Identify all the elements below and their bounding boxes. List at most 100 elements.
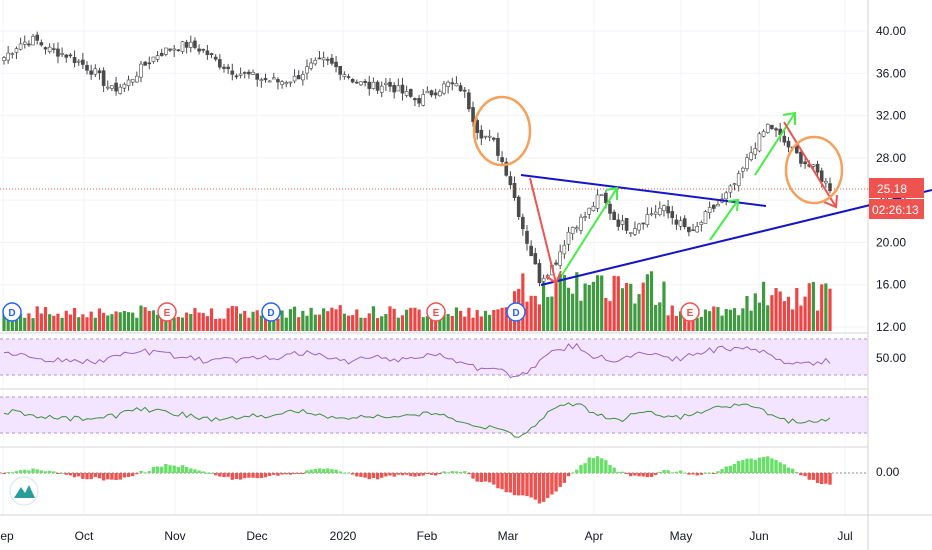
volume-bar	[230, 305, 234, 331]
macd-bar	[305, 470, 309, 473]
candle-body	[135, 75, 139, 83]
candle-body	[168, 48, 172, 51]
candle-body	[811, 164, 816, 167]
volume-bar	[189, 313, 193, 331]
macd-bar	[267, 473, 272, 476]
macd-bar	[226, 473, 230, 477]
volume-bar	[608, 301, 612, 331]
arrow-up-april[interactable]	[561, 186, 618, 276]
macd-bar	[433, 473, 438, 476]
candle-body	[454, 83, 459, 87]
event-badge-label: D	[512, 308, 519, 319]
macd-bar	[201, 471, 205, 473]
candle-body	[76, 60, 81, 63]
candle-body	[799, 151, 803, 164]
macd-bar	[23, 469, 27, 473]
volume-bar	[413, 307, 417, 331]
candle-body	[247, 71, 251, 75]
volume-bar	[367, 313, 371, 331]
price-tick: 20.00	[876, 235, 906, 249]
candle-body	[313, 59, 318, 65]
volume-bar	[467, 307, 471, 331]
candle-body	[575, 227, 579, 230]
macd-bar	[608, 464, 612, 473]
candle-body	[85, 65, 89, 71]
candle-body	[396, 85, 401, 92]
candle-body	[375, 81, 380, 91]
candle-body	[159, 52, 164, 56]
macd-bar	[139, 470, 143, 473]
macd-bar	[309, 469, 313, 473]
volume-bar	[247, 317, 251, 331]
macd-bar	[276, 473, 280, 476]
volume-bar	[14, 310, 19, 331]
volume-bar	[201, 313, 205, 331]
volume-bar	[479, 316, 483, 331]
arrow-down-march[interactable]	[529, 177, 562, 285]
volume-bar	[703, 309, 708, 331]
candle-body	[728, 185, 733, 193]
candle-body	[433, 92, 438, 96]
highlight-circle-jun[interactable]	[784, 135, 844, 205]
volume-bar	[222, 318, 226, 331]
volume-bar	[234, 306, 239, 331]
macd-bar	[81, 473, 85, 479]
volume-bar	[546, 297, 550, 331]
volume-bar	[388, 306, 392, 331]
candle-body	[529, 245, 533, 257]
macd-bar	[649, 473, 654, 477]
candle-body	[645, 214, 650, 225]
candle-body	[242, 72, 247, 74]
macd-bar	[180, 465, 185, 473]
trendline-lower[interactable]	[540, 189, 932, 286]
macd-bar	[629, 473, 633, 477]
volume-bar	[699, 316, 703, 331]
macd-bar	[707, 472, 712, 474]
volume-bar	[716, 307, 720, 331]
oscillator-line	[3, 402, 831, 438]
volume-bar	[554, 280, 558, 331]
macd-bar	[699, 473, 704, 475]
macd-bar	[687, 473, 691, 475]
volume-bar	[811, 281, 815, 331]
time-scale[interactable]: Sep Oct Nov Dec 2020 Feb Mar Apr May Jun Jul	[0, 529, 853, 543]
volume-bar	[824, 283, 828, 331]
candle-body	[292, 75, 297, 82]
event-badge-label: D	[8, 308, 15, 319]
highlight-circle-feb[interactable]	[472, 95, 532, 167]
macd-bar	[724, 466, 728, 473]
volume-bar	[492, 310, 496, 331]
macd-bar	[624, 473, 629, 474]
trendline-upper[interactable]	[520, 174, 767, 207]
event-badge	[2, 302, 22, 322]
volume-bar	[409, 307, 413, 331]
macd-bar	[367, 473, 371, 480]
candle-body	[570, 226, 575, 234]
macd-bar	[421, 473, 425, 476]
volume-bar	[791, 309, 795, 331]
volume-bar	[338, 305, 342, 331]
candle-body	[633, 228, 637, 235]
volume-bar	[600, 275, 604, 331]
candle-body	[400, 84, 405, 94]
candle-body	[583, 216, 587, 218]
tradingview-logo[interactable]	[9, 476, 39, 506]
arrow-up-june[interactable]	[754, 111, 796, 176]
candle-body	[72, 57, 77, 63]
macd-bar	[326, 468, 330, 473]
arrow-up-may[interactable]	[709, 198, 740, 241]
macd-bar	[342, 472, 347, 474]
volume-bar	[396, 317, 400, 331]
volume-bar	[172, 317, 176, 331]
volume-bar	[147, 311, 151, 331]
macd-bar	[330, 469, 334, 473]
macd-bar	[533, 473, 537, 500]
volume-bar	[795, 287, 799, 331]
candle-body	[267, 80, 272, 83]
volume-bar	[114, 311, 118, 331]
arrow-down-june[interactable]	[783, 121, 838, 209]
macd-bar	[612, 467, 616, 473]
macd-bar	[47, 470, 52, 473]
macd-bar	[392, 473, 396, 477]
